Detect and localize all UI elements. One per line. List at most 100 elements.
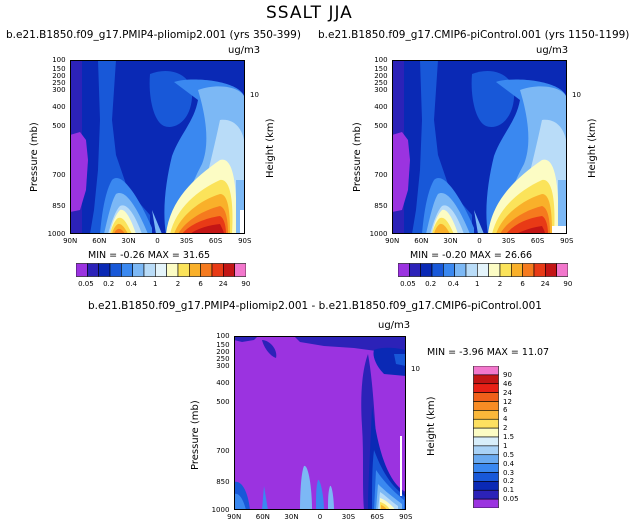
colorbar-swatch (189, 263, 201, 277)
panel1-xtick: 90N (63, 237, 78, 245)
panel3-colorbar-swatches (473, 366, 499, 508)
panel2-colorbar (398, 263, 568, 277)
panel3-contour-plot (234, 336, 406, 510)
panel3-xtick: 60N (255, 513, 270, 521)
colorbar-swatch (443, 263, 455, 277)
panel1-ytick: 500 (52, 122, 66, 131)
panel2-cbar-label: 0.05 (400, 280, 416, 288)
panel1-right-tick: 10 (250, 91, 259, 99)
panel2-minmax: MIN = -0.20 MAX = 26.66 (410, 250, 533, 261)
panel2-cbar-label: 1 (475, 280, 480, 288)
colorbar-swatch (155, 263, 167, 277)
panel2-cbar-label: 0.4 (447, 280, 459, 288)
panel2-xtick: 0 (477, 237, 482, 245)
colorbar-swatch (473, 436, 499, 447)
panel2-ytick: 100 (374, 56, 388, 64)
colorbar-swatch (223, 263, 235, 277)
colorbar-swatch (454, 263, 467, 277)
panel2-ytick: 400 (374, 102, 388, 111)
panel3-ytick: 1000 (211, 506, 230, 514)
panel2-cbar-label: 0.2 (425, 280, 437, 288)
colorbar-swatch (473, 383, 499, 393)
panel2-colorbar-swatches (398, 263, 568, 277)
panel3-colorbar (473, 366, 499, 508)
panel3-cbar-label: 0.2 (503, 477, 515, 486)
panel2-cbar-label: 2 (497, 280, 503, 288)
colorbar-swatch (465, 263, 478, 277)
panel2-xtick: 30S (501, 237, 516, 245)
panel3-cbar-label: 0.05 (503, 495, 519, 504)
panel1-xtick: 30N (121, 237, 136, 245)
panel2-xtick: 60N (414, 237, 429, 245)
panel2-ytick: 500 (374, 122, 388, 131)
colorbar-swatch (473, 481, 499, 491)
colorbar-swatch (431, 263, 444, 277)
panel1-ylabel-right: Height (km) (265, 118, 276, 178)
panel2-ytick: 250 (374, 78, 388, 87)
panel3-cbar-label: 6 (503, 406, 508, 415)
panel2-ytick: 1000 (369, 230, 388, 238)
colorbar-swatch (473, 445, 499, 456)
panel1-cbar-label: 0.4 (125, 280, 137, 288)
colorbar-swatch (473, 472, 499, 482)
colorbar-swatch (473, 489, 499, 500)
colorbar-swatch (473, 392, 499, 402)
panel3-cbar-label: 4 (503, 415, 508, 424)
panel3-cbar-label: 0.4 (503, 459, 515, 468)
panel2-xtick: 90N (385, 237, 400, 245)
panel3-cbar-label: 24 (503, 388, 512, 397)
colorbar-swatch (473, 498, 499, 508)
figure-title: SSALT JJA (266, 3, 353, 23)
panel1-ytick: 850 (52, 202, 66, 211)
colorbar-swatch (533, 263, 546, 277)
panel2-ylabel-right: Height (km) (587, 118, 598, 178)
colorbar-swatch (76, 263, 88, 277)
panel1-ytick: 250 (52, 78, 66, 87)
panel1-ytick: 700 (52, 170, 66, 179)
colorbar-swatch (143, 263, 156, 277)
panel1-units: ug/m3 (228, 45, 261, 56)
panel1-cbar-label: 6 (198, 280, 203, 288)
panel1-ylabel: Pressure (mb) (29, 122, 40, 192)
panel3-right-tick: 10 (411, 365, 420, 373)
panel3-xtick: 0 (317, 513, 323, 521)
panel2-cbar-label: 90 (563, 280, 573, 288)
panel1-cbar-label: 1 (153, 280, 158, 288)
colorbar-swatch (473, 410, 499, 420)
panel1-cbar-label: 0.2 (103, 280, 115, 288)
colorbar-swatch (409, 263, 421, 277)
colorbar-swatch (473, 454, 499, 464)
panel2-ytick: 200 (374, 71, 388, 80)
colorbar-swatch (398, 263, 410, 277)
colorbar-swatch (511, 263, 523, 277)
panel1-xtick: 60N (92, 237, 107, 245)
panel2-xtick: 60S (530, 237, 545, 245)
panel3-cbar-label: 46 (503, 379, 512, 388)
panel2-cbar-label: 6 (520, 280, 525, 288)
colorbar-swatch (121, 263, 133, 277)
panel3-xtick: 90S (399, 513, 413, 521)
colorbar-swatch (200, 263, 213, 277)
panel1-cbar-label: 0.05 (78, 280, 94, 288)
colorbar-swatch (166, 263, 179, 277)
panel2-ytick: 150 (374, 64, 388, 73)
panel3-ylabel-right: Height (km) (426, 396, 437, 456)
panel1-ytick: 150 (52, 64, 66, 73)
panel3-ytick: 850 (216, 478, 230, 487)
panel3-ytick: 100 (216, 332, 230, 340)
panel3-ytick: 250 (216, 354, 230, 363)
panel1-xtick: 60S (208, 237, 223, 245)
panel1-cbar-label: 90 (241, 280, 251, 288)
colorbar-swatch (473, 463, 499, 473)
panel3-cbar-label: 1.5 (503, 433, 515, 441)
colorbar-swatch (473, 427, 499, 438)
panel1-contour-plot (70, 60, 245, 234)
panel3-ytick: 500 (216, 398, 230, 407)
panel1-colorbar-swatches (76, 263, 246, 277)
panel2-contour-plot (392, 60, 567, 234)
panel3-ytick: 150 (216, 340, 230, 349)
colorbar-swatch (473, 374, 499, 385)
panel1-minmax: MIN = -0.26 MAX = 31.65 (88, 250, 211, 261)
colorbar-swatch (177, 263, 190, 277)
panel3-xtick: 60S (370, 513, 384, 521)
